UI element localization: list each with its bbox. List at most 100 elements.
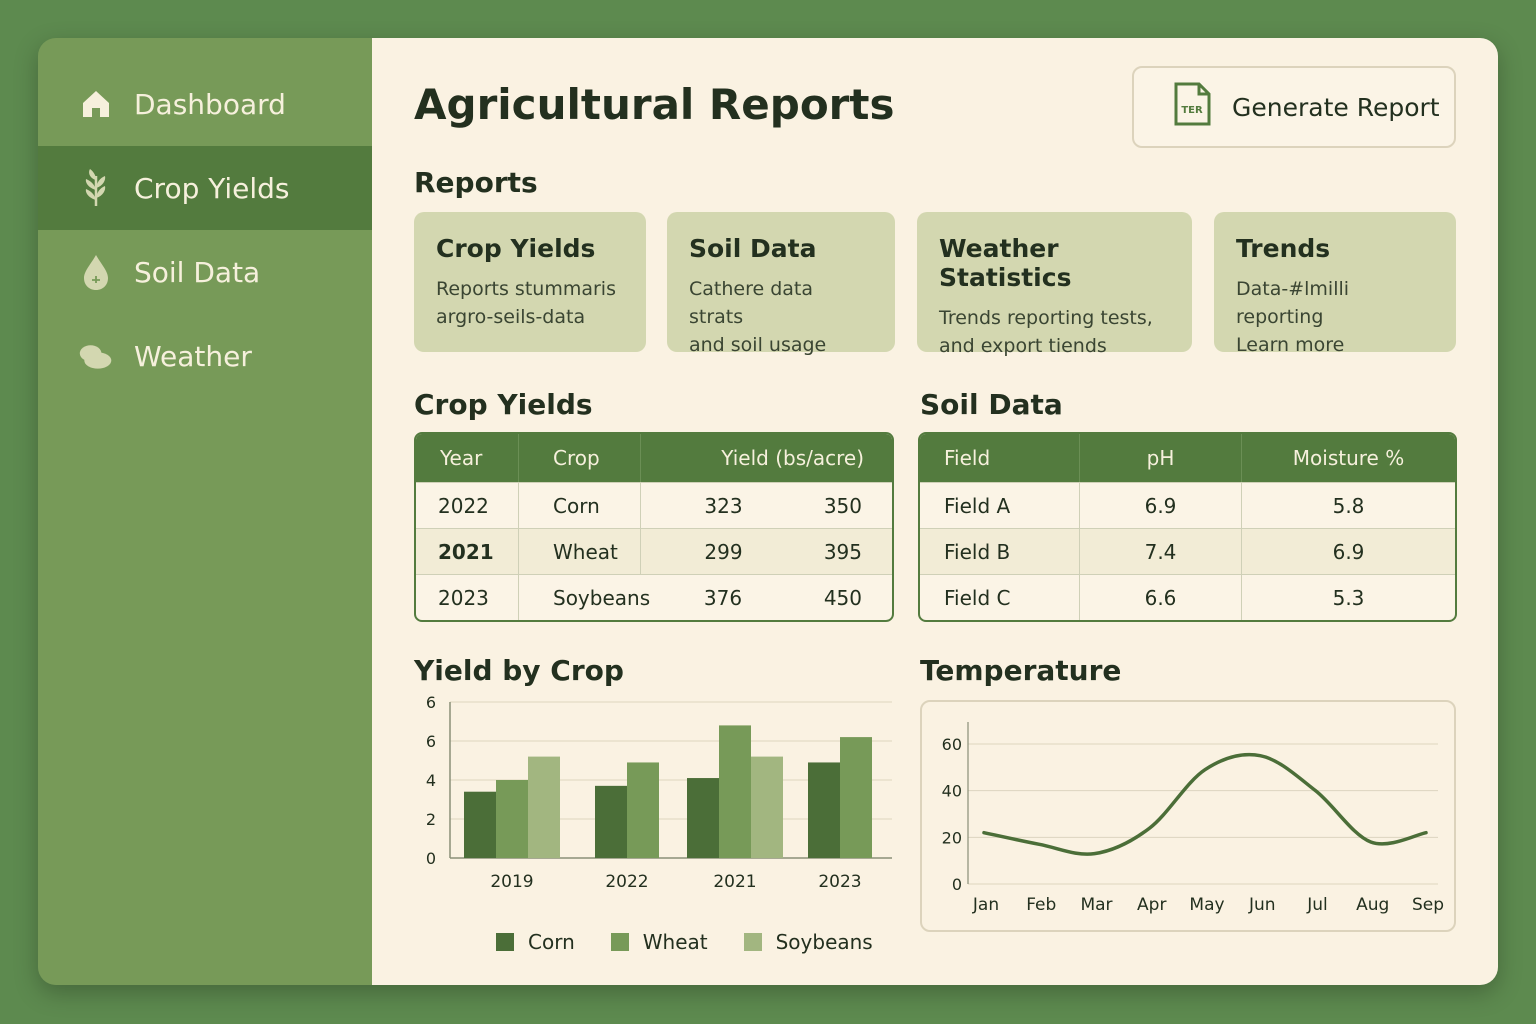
legend-item-corn[interactable]: Corn — [496, 930, 575, 954]
report-card-title: Weather Statistics — [939, 234, 1072, 292]
crop-yields-title: Crop Yields — [414, 388, 593, 421]
sidebar-item-label: Soil Data — [134, 255, 261, 289]
bar-soybeans-2021[interactable] — [751, 756, 783, 858]
x-tick-label: Jun — [1248, 895, 1276, 915]
column-header-ph[interactable]: pH — [1079, 434, 1241, 482]
legend-item-wheat[interactable]: Wheat — [610, 930, 708, 954]
column-header-moisture[interactable]: Moisture % — [1241, 434, 1455, 482]
x-tick-label: 2023 — [818, 872, 861, 892]
cell-ph: 7.4 — [1079, 529, 1241, 574]
cell-crop: Corn — [518, 483, 640, 528]
cell-crop: Soybeans — [518, 575, 650, 620]
sidebar-item-dashboard[interactable]: Dashboard — [38, 62, 372, 146]
cell-ph: 6.6 — [1079, 575, 1241, 620]
chart-legend: Corn Wheat Soybeans — [496, 930, 909, 954]
y-tick-label: 20 — [942, 828, 962, 847]
table-row: 2023 Soybeans 376 450 — [416, 574, 892, 620]
sprout-icon — [78, 169, 114, 206]
main-content: Agricultural Reports TER Generate Report… — [372, 38, 1498, 985]
cell-moisture: 5.8 — [1241, 483, 1455, 528]
temperature-chart: 0 20 40 60 Jan Feb Mar Apr May Jun Jul Aug Sep — [942, 722, 1444, 915]
bar-wheat-2019[interactable] — [496, 780, 528, 858]
report-card-desc-line1: Cathere data strats — [689, 278, 814, 328]
report-card-desc-line2: argro-seils-data — [436, 306, 586, 328]
generate-report-label: Generate Report — [1232, 92, 1440, 122]
sidebar-item-crop-yields[interactable]: Crop Yields — [38, 146, 372, 230]
cloud-icon — [78, 338, 114, 374]
y-tick-label: 6 — [426, 732, 436, 751]
table-header: Field pH Moisture % — [920, 434, 1455, 482]
bar-corn-2021[interactable] — [687, 778, 719, 858]
report-card-trends[interactable]: Trends Data-#lmilli reporting Learn more — [1214, 212, 1456, 356]
legend-swatch-wheat — [610, 933, 629, 951]
temperature-line[interactable] — [982, 752, 1428, 856]
x-tick-label: Jan — [972, 895, 999, 915]
soil-data-table: Field pH Moisture % Field A 6.9 5.8 Fiel… — [918, 432, 1457, 622]
column-header-year[interactable]: Year — [440, 446, 483, 470]
sidebar-item-soil-data[interactable]: Soil Data — [38, 230, 372, 314]
bar-soybeans-2019[interactable] — [528, 756, 560, 858]
y-tick-label: 6 — [426, 693, 436, 712]
report-card-soil-data[interactable]: Soil Data Cathere data strats and soil u… — [667, 212, 895, 356]
report-card-desc-line2[interactable]: Learn more — [1236, 334, 1345, 356]
bar-corn-2023[interactable] — [808, 762, 840, 858]
table-row: 2021 Wheat 299 395 — [416, 528, 892, 574]
report-card-crop-yields[interactable]: Crop Yields Reports stummaris argro-seil… — [414, 212, 646, 352]
sidebar-item-label: Crop Yields — [134, 171, 290, 205]
file-icon-label: TER — [1181, 105, 1203, 116]
cell-year: 2021 — [438, 539, 494, 564]
cell-yield-2: 450 — [823, 585, 862, 610]
x-tick-label: 2021 — [713, 872, 756, 892]
sidebar-item-label: Weather — [134, 339, 252, 373]
cell-crop: Wheat — [518, 529, 640, 574]
report-card-desc-line2: and export tiends — [939, 335, 1107, 357]
report-card-title: Trends — [1236, 234, 1331, 263]
x-tick-label: Apr — [1137, 895, 1166, 915]
column-header-field[interactable]: Field — [944, 446, 991, 470]
crop-yields-table: Year Crop Yield (bs/acre) 2022 Corn 323 … — [414, 432, 894, 622]
table-header: Year Crop Yield (bs/acre) — [416, 434, 892, 482]
bar-wheat-2021[interactable] — [719, 725, 751, 858]
legend-swatch-soybeans — [743, 933, 762, 951]
legend-item-soybeans[interactable]: Soybeans — [743, 930, 873, 954]
legend-label: Wheat — [642, 930, 708, 954]
column-header-crop[interactable]: Crop — [518, 434, 640, 482]
drop-icon — [78, 254, 114, 290]
cell-yield: 323 — [640, 483, 770, 528]
report-card-desc-line1: Reports stummaris — [436, 278, 616, 300]
cell-field: Field C — [944, 585, 1011, 610]
temperature-chart-title: Temperature — [920, 654, 1122, 687]
column-header-yield[interactable]: Yield (bs/acre) — [640, 434, 892, 482]
home-icon — [78, 86, 114, 122]
bar-wheat-2022[interactable] — [627, 762, 659, 858]
legend-swatch-corn — [496, 933, 514, 951]
report-card-desc-line1: Data-#lmilli reporting — [1236, 278, 1350, 328]
cell-field: Field B — [944, 539, 1011, 564]
file-report-icon: TER — [1172, 82, 1212, 132]
y-tick-label: 40 — [942, 782, 962, 801]
y-tick-label: 4 — [426, 771, 436, 790]
yield-by-crop-chart: 0 2 4 6 6 2019 2022 2021 2023 — [426, 693, 892, 892]
cell-moisture: 6.9 — [1241, 529, 1455, 574]
x-tick-label: May — [1189, 895, 1224, 915]
bar-corn-2019[interactable] — [464, 791, 496, 858]
sidebar: Dashboard Crop Yields Soil Data Weather — [38, 38, 372, 985]
x-tick-label: Mar — [1080, 895, 1112, 915]
cell-field: Field A — [944, 493, 1011, 518]
y-tick-label: 0 — [426, 849, 436, 868]
cell-ph: 6.9 — [1079, 483, 1241, 528]
bar-corn-2022[interactable] — [595, 785, 627, 858]
table-row: Field A 6.9 5.8 — [920, 482, 1455, 528]
generate-report-button[interactable]: TER Generate Report — [1132, 66, 1456, 148]
x-tick-label: Sep — [1412, 895, 1444, 915]
legend-label: Corn — [528, 930, 575, 954]
sidebar-item-weather[interactable]: Weather — [38, 314, 372, 398]
report-card-desc-line2: and soil usage — [689, 334, 827, 356]
cell-yield-2: 395 — [823, 539, 862, 564]
report-card-weather-statistics[interactable]: Weather Statistics Trends reporting test… — [917, 212, 1192, 357]
cell-moisture: 5.3 — [1241, 575, 1455, 620]
bar-wheat-2023[interactable] — [840, 737, 872, 858]
y-tick-label: 2 — [426, 810, 436, 829]
y-tick-label: 0 — [952, 875, 962, 894]
table-row: 2022 Corn 323 350 — [416, 482, 892, 528]
